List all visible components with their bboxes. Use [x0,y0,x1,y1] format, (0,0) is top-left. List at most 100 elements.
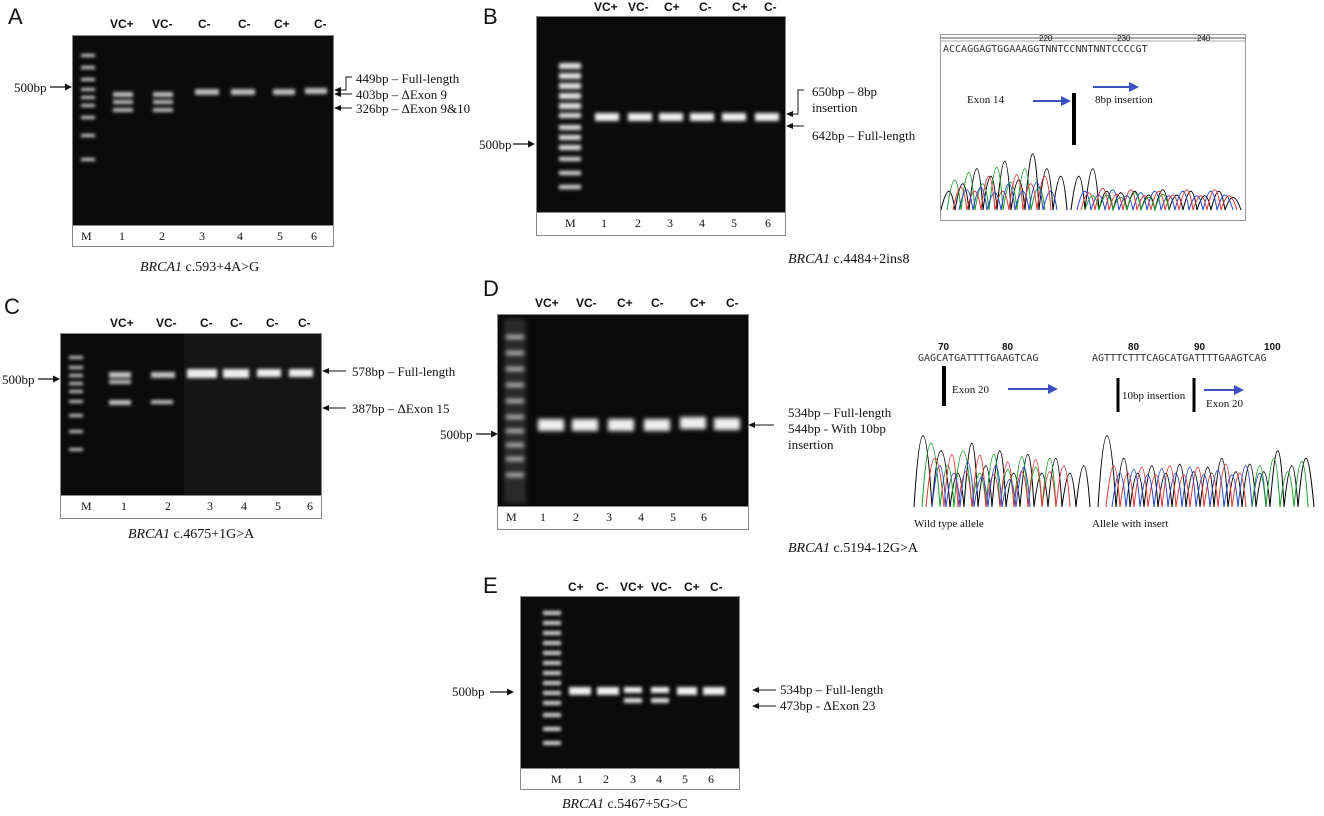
panel-c-number-4: 4 [241,499,247,513]
panel-d-letter: D [483,276,499,301]
panel-d-gel-image [498,315,748,507]
panel-b-lane-3-header: C+ [664,0,680,14]
panel-a-lane-5-header: C+ [274,17,290,31]
panel-d-band-arrow [748,422,774,428]
panel-b-letter: B [483,4,498,29]
panel-e-500bp-label: 500bp [452,684,485,699]
panel-b-number-5: 5 [731,216,737,230]
panel-b-seq-tick-230: 230 [1117,34,1131,43]
panel-a-lane-2-header: VC- [152,17,173,31]
panel-a-band-exon9-10: 326bp – ΔExon 9&10 [356,101,471,116]
panel-d-number-1: 1 [540,510,546,524]
panel-a-caption: BRCA1 c.593+4A>G [140,260,259,276]
panel-e-band-exon23: 473bp - ΔExon 23 [780,698,876,713]
panel-d-lane-1-header: VC+ [535,296,559,310]
panel-c-number-1: 1 [121,499,127,513]
panel-e-band-arrows [752,687,776,709]
panel-e-lane-3-header: VC+ [620,580,644,594]
panel-a-number-1: 1 [119,229,125,243]
panel-a-number-3: 3 [199,229,205,243]
panel-d-lane-2-header: VC- [576,296,597,310]
panel-d-lane-3-header: C+ [617,296,633,310]
panel-d-seq2-tick-90: 90 [1194,342,1206,353]
panel-d-variant: c.5194-12G>A [830,541,919,556]
panel-e-number-3: 3 [630,772,636,786]
panel-d-insert-allele-label: Allele with insert [1092,518,1169,530]
panel-a-letter: A [8,4,23,29]
panel-e-number-6: 6 [708,772,714,786]
panel-b-band-arrows [786,89,804,129]
panel-b-seq-tick-220: 220 [1039,34,1053,43]
panel-e-caption: BRCA1 c.5467+5G>C [562,797,687,813]
panel-e-lane-4-header: VC- [651,580,672,594]
panel-e-lane-5-header: C+ [684,580,700,594]
panel-c-lane-3-header: C- [200,316,213,330]
panel-c-gel-image [61,334,321,496]
panel-a-number-4: 4 [237,229,243,243]
panel-e-marker-label: M [551,772,562,786]
panel-c-gene: BRCA1 [128,527,170,542]
panel-b-sequence-text: ACCAGGAGTGGAAAGGTNNTCCNNTNNTCCCCGT [943,44,1148,55]
panel-a-lane-4-header: C- [238,17,251,31]
panel-d-gel: M 1 2 3 4 5 6 [497,314,749,530]
panel-d-chromatograms: 70 80 80 90 100 GAGCATGATTTTGAAGTCAG AGT… [912,342,1324,538]
panel-e-gel-image [521,597,739,769]
panel-c-lane-5-header: C- [266,316,279,330]
panel-a-lane-numbers: M 1 2 3 4 5 6 [73,225,333,246]
panel-b-number-4: 4 [699,216,705,230]
panel-d-number-2: 2 [573,510,579,524]
panel-c-lane-numbers: M 1 2 3 4 5 6 [61,495,321,518]
panel-e-variant: c.5467+5G>C [604,797,688,812]
panel-a-band-exon9: 403bp – ΔExon 9 [356,87,448,102]
panel-a-lane-6-header: C- [314,17,327,31]
panel-b-number-6: 6 [765,216,771,230]
panel-d-caption: BRCA1 c.5194-12G>A [788,541,918,557]
panel-a-number-6: 6 [311,229,317,243]
panel-b-variant: c.4484+2ins8 [830,252,910,267]
panel-c-lane-4-header: C- [230,316,243,330]
panel-d-band-insertion: insertion [788,437,834,452]
panel-d-500bp-label: 500bp [440,427,473,442]
panel-d-wild-type-label: Wild type allele [914,518,984,530]
panel-b-lane-6-header: C- [764,0,777,14]
panel-b-lane-5-header: C+ [732,0,748,14]
panel-a-band-full-length: 449bp – Full-length [356,71,460,86]
panel-d-lane-5-header: C+ [690,296,706,310]
panel-e-band-full-length: 534bp – Full-length [780,682,884,697]
panel-d-gene: BRCA1 [788,541,830,556]
panel-b-marker-label: M [565,216,576,230]
panel-d-exon-label-2: Exon 20 [1206,398,1243,410]
panel-e-gene: BRCA1 [562,797,604,812]
panel-d-number-3: 3 [606,510,612,524]
panel-b-band-642bp: 642bp – Full-length [812,128,916,143]
panel-d-seq1-tick-70: 70 [938,342,950,353]
panel-a-gel-image [73,36,333,225]
panel-b-band-650bp: 650bp – 8bp [812,84,877,99]
panel-d-chromatogram-traces [913,366,1315,508]
panel-c-number-6: 6 [307,499,313,513]
panel-e-letter: E [483,573,498,598]
panel-d-number-6: 6 [701,510,707,524]
panel-b-gel: M 1 2 3 4 5 6 [536,16,786,236]
panel-e-lane-2-header: C- [596,580,609,594]
panel-b-gel-image [537,17,785,213]
panel-e-500bp-arrow [490,688,514,696]
panel-c-marker-label: M [81,499,92,513]
panel-c-band-exon15: 387bp – ΔExon 15 [352,401,450,416]
panel-e-lane-1-header: C+ [568,580,584,594]
panel-d-seq2-tick-100: 100 [1264,342,1281,353]
panel-c-lane-2-header: VC- [156,316,177,330]
panel-a-gel: M 1 2 3 4 5 6 [72,35,334,247]
panel-c-number-2: 2 [165,499,171,513]
panel-b-seq-tick-240: 240 [1197,34,1211,43]
panel-a-lane-1-header: VC+ [110,17,134,31]
panel-d-lane-6-header: C- [726,296,739,310]
panel-a-500bp-arrow [50,83,72,91]
panel-c-number-5: 5 [275,499,281,513]
panel-b-lane-1-header: VC+ [594,0,618,14]
panel-b-number-2: 2 [635,216,641,230]
panel-d-seq2-text: AGTTTCTTTCAGCATGATTTTGAAGTCAG [1092,353,1267,364]
panel-d-marker-label: M [506,510,517,524]
panel-d-lane-numbers: M 1 2 3 4 5 6 [498,506,748,529]
panel-d-band-534bp: 534bp – Full-length [788,405,892,420]
